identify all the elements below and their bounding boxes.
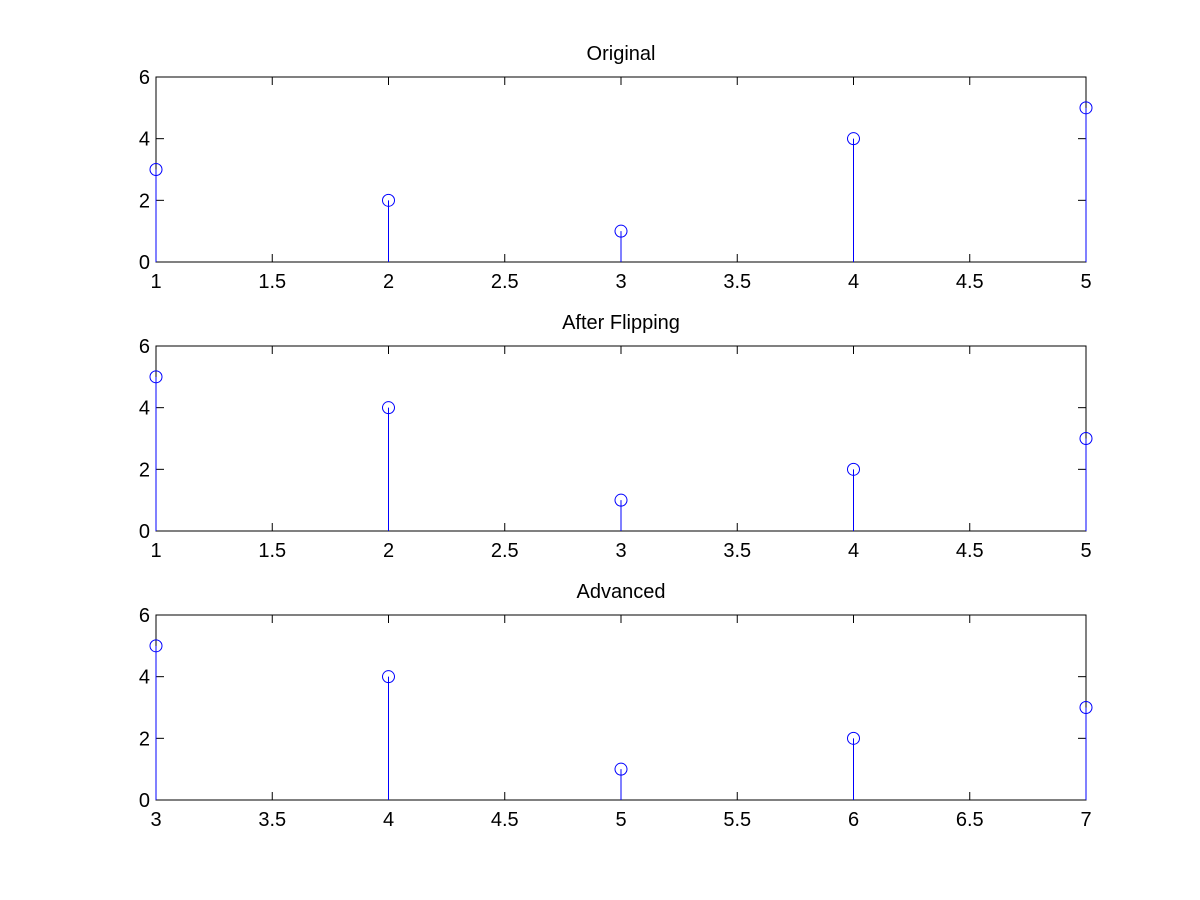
stem-marker: [149, 639, 163, 653]
stem-marker: [382, 401, 395, 415]
y-tick-label: 6: [139, 336, 150, 358]
y-tick-label: 2: [139, 459, 150, 481]
subplot-2: After Flipping 1 1.5 2 2.5 3 3.5 4 4.5 5 0 2 4 6: [139, 312, 1093, 562]
x-tick-label: 1: [150, 540, 161, 562]
x-tick-label: 4: [848, 540, 859, 562]
y-tick-label: 4: [139, 398, 150, 420]
x-tick-label: 6.5: [956, 809, 984, 831]
x-tick-label: 3.5: [723, 271, 751, 293]
x-tick-label: 5.5: [723, 809, 751, 831]
x-tick-label: 3.5: [258, 809, 286, 831]
stem-marker: [149, 163, 163, 176]
stem-marker: [1079, 701, 1093, 714]
x-tick-label: 1.5: [258, 271, 286, 293]
stem-marker: [614, 224, 628, 238]
x-tick-label: 5: [1080, 271, 1091, 293]
x-tick-label: 2.5: [491, 540, 519, 562]
x-tick-label: 1: [150, 271, 161, 293]
y-tick-label: 0: [139, 790, 150, 812]
x-tick-label: 6: [848, 809, 859, 831]
subplot-title: After Flipping: [562, 312, 680, 334]
stem-marker: [382, 670, 395, 684]
y-tick-label: 6: [139, 605, 150, 627]
x-tick-label: 2: [383, 540, 394, 562]
y-tick-label: 4: [139, 129, 150, 151]
stem-marker: [614, 762, 628, 776]
subplot-title: Original: [587, 43, 656, 65]
y-tick-label: 2: [139, 728, 150, 750]
stem-marker: [382, 193, 395, 207]
subplot-title: Advanced: [577, 581, 666, 603]
x-tick-label: 4.5: [491, 809, 519, 831]
y-tick-label: 0: [139, 521, 150, 543]
stem-marker: [1079, 101, 1093, 115]
stem-marker: [847, 462, 860, 476]
x-tick-label: 4: [848, 271, 859, 293]
x-tick-label: 3: [615, 540, 626, 562]
subplot-3: Advanced 3 3.5 4 4.5 5 5.5 6 6.5 7 0 2 4 6: [139, 581, 1093, 831]
x-tick-label: 2: [383, 271, 394, 293]
stem-marker: [149, 370, 163, 384]
y-tick-label: 4: [139, 667, 150, 689]
x-tick-label: 5: [1080, 540, 1091, 562]
x-tick-label: 1.5: [258, 540, 286, 562]
x-tick-label: 5: [615, 809, 626, 831]
x-tick-label: 4: [383, 809, 394, 831]
y-tick-label: 6: [139, 67, 150, 89]
stem-marker: [614, 493, 628, 507]
x-tick-label: 3: [150, 809, 161, 831]
x-tick-label: 2.5: [491, 271, 519, 293]
stem-marker: [1079, 432, 1093, 445]
x-tick-label: 3.5: [723, 540, 751, 562]
x-tick-label: 4.5: [956, 540, 984, 562]
stem-marker: [847, 132, 860, 146]
x-tick-label: 7: [1080, 809, 1091, 831]
y-tick-label: 2: [139, 190, 150, 212]
stem-marker: [847, 731, 860, 745]
subplot-1: Original 1 1.5 2 2.5 3 3.5 4 4.5 5 0 2 4 6: [139, 43, 1093, 293]
y-tick-label: 0: [139, 252, 150, 274]
x-tick-label: 3: [615, 271, 626, 293]
x-tick-label: 4.5: [956, 271, 984, 293]
